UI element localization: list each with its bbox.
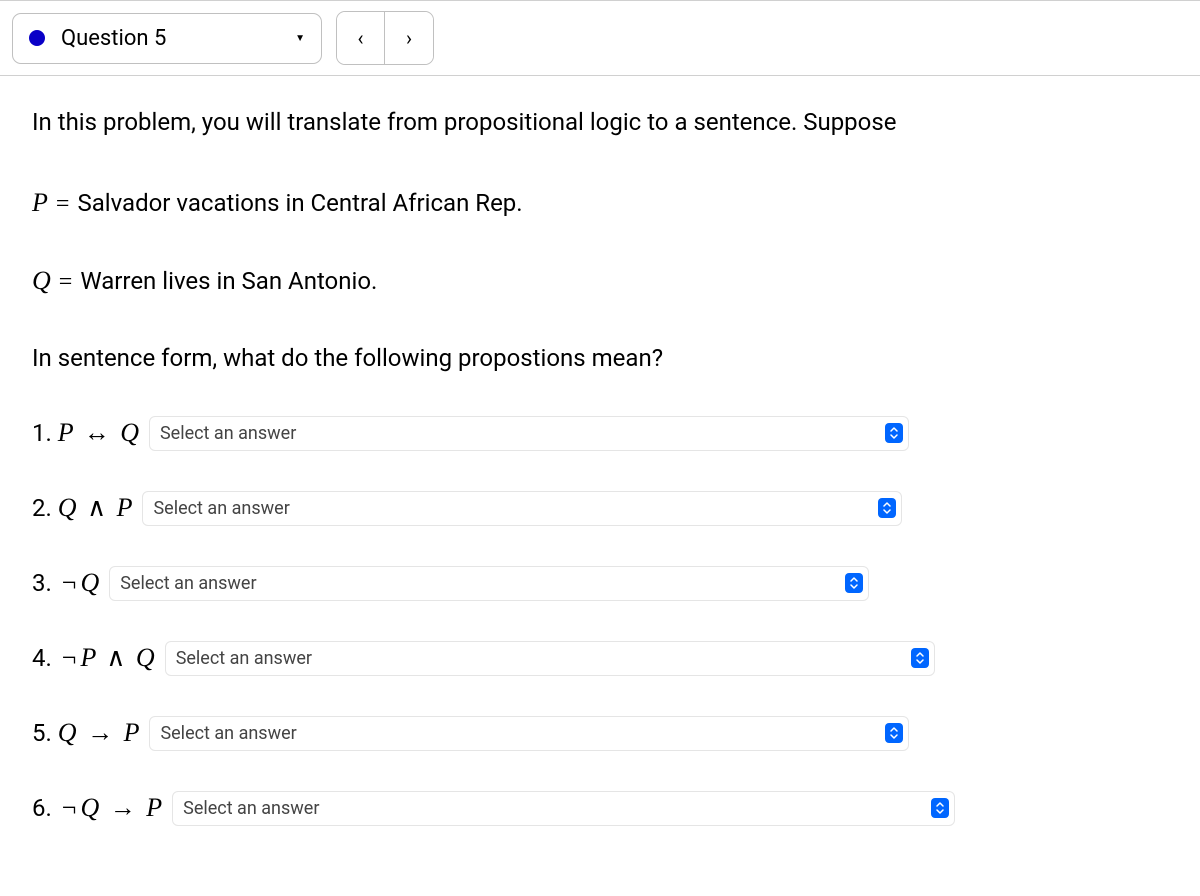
answer-select[interactable]: Select an answer [142,491,902,526]
logic-expression: Q → P [58,718,140,747]
question-selector-dropdown[interactable]: Question 5 ▼ [12,13,322,64]
select-stepper-icon [845,573,863,593]
question-selector-content: Question 5 [29,26,166,51]
select-stepper-icon [878,498,896,518]
question-row: 2. Q ∧ P Select an answer [32,491,1168,526]
logic-expression: Q ∧ P [58,493,133,522]
definition-row: P = Salvador vacations in Central African … [32,188,1168,218]
select-placeholder: Select an answer [160,723,296,744]
select-placeholder: Select an answer [183,798,319,819]
logic-expression: ¬Q [58,568,99,597]
question-content: In this problem, you will translate from… [0,76,1200,896]
question-number: 1. P ↔ Q [32,418,139,448]
question-row: 5. Q → P Select an answer [32,716,1168,751]
question-row: 1. P ↔ Q Select an answer [32,416,1168,451]
select-placeholder: Select an answer [160,423,296,444]
select-stepper-icon [931,798,949,818]
status-dot-icon [29,30,45,46]
question-num-text: 6. [32,794,58,822]
question-num-text: 4. [32,644,58,672]
question-number: 6. ¬Q → P [32,793,162,823]
nav-buttons-group: ‹ › [336,11,434,65]
definition-variable: P [32,188,48,218]
answer-select[interactable]: Select an answer [109,566,869,601]
select-stepper-icon [885,723,903,743]
definition-text: Salvador vacations in Central African Re… [77,189,522,217]
question-label: Question 5 [61,26,166,51]
definition-text: Warren lives in San Antonio. [80,267,377,295]
equals-sign: = [59,269,73,296]
question-num-text: 2. [32,494,58,522]
header-bar: Question 5 ▼ ‹ › [0,1,1200,76]
chevron-right-icon: › [406,26,412,50]
logic-expression: ¬P ∧ Q [58,643,155,672]
question-number: 3. ¬Q [32,568,99,598]
question-num-text: 1. [32,419,58,447]
answer-select[interactable]: Select an answer [165,641,935,676]
question-number: 4. ¬P ∧ Q [32,643,155,673]
equals-sign: = [56,191,70,218]
logic-expression: P ↔ Q [58,418,139,447]
select-stepper-icon [885,423,903,443]
prompt-text: In sentence form, what do the following … [32,344,1168,372]
definition-variable: Q [32,266,51,296]
select-placeholder: Select an answer [176,648,312,669]
instruction-text: In this problem, you will translate from… [32,106,1168,140]
select-placeholder: Select an answer [120,573,256,594]
answer-select[interactable]: Select an answer [172,791,955,826]
select-placeholder: Select an answer [153,498,289,519]
question-number: 5. Q → P [32,718,139,748]
question-row: 6. ¬Q → P Select an answer [32,791,1168,826]
question-row: 3. ¬Q Select an answer [32,566,1168,601]
prev-button[interactable]: ‹ [337,12,385,64]
next-button[interactable]: › [385,12,433,64]
logic-expression: ¬Q → P [58,793,162,822]
answer-select[interactable]: Select an answer [149,416,909,451]
chevron-down-icon: ▼ [295,33,305,44]
question-num-text: 5. [32,719,58,747]
question-number: 2. Q ∧ P [32,493,132,523]
definition-row: Q = Warren lives in San Antonio. [32,266,1168,296]
question-num-text: 3. [32,569,58,597]
question-row: 4. ¬P ∧ Q Select an answer [32,641,1168,676]
select-stepper-icon [911,648,929,668]
answer-select[interactable]: Select an answer [149,716,909,751]
chevron-left-icon: ‹ [357,26,363,50]
